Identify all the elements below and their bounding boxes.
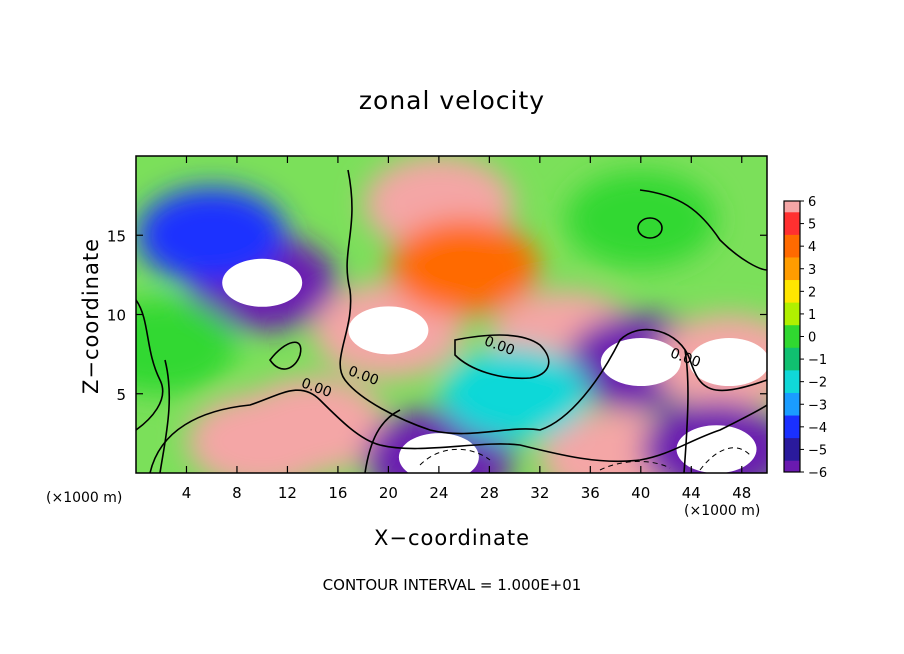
- contour-line: [639, 189, 767, 271]
- x-tick-label: 24: [429, 484, 448, 502]
- contour-line: [364, 409, 401, 473]
- colorbar-tick-label: 1: [808, 308, 816, 323]
- colorbar-band: [784, 325, 800, 337]
- field-blob: [565, 171, 716, 268]
- contour-line: [683, 349, 689, 473]
- colorbar-band: [784, 223, 800, 236]
- contour-line: [136, 299, 164, 431]
- field-blob: [136, 298, 237, 395]
- colorbar-band: [784, 381, 800, 394]
- x-tick-label: 4: [182, 484, 192, 502]
- colorbar-band: [784, 415, 800, 428]
- colorbar-band: [784, 370, 800, 383]
- colorbar-tick-label: 4: [808, 240, 816, 255]
- colorbar-band: [784, 449, 800, 462]
- contour-line: [637, 217, 663, 239]
- colorbar-band: [784, 212, 800, 225]
- colorbar-band: [784, 426, 800, 439]
- colorbar-tick-label: −5: [808, 443, 827, 458]
- saturated-region: [222, 258, 303, 307]
- colorbar-tick-label: 5: [808, 218, 816, 233]
- saturated-region: [689, 338, 767, 387]
- field-blob: [136, 187, 287, 284]
- colorbar-band: [784, 347, 800, 360]
- x-tick-label: 36: [581, 484, 600, 502]
- contour-line: [159, 359, 171, 473]
- x-tick-label: 28: [480, 484, 499, 502]
- saturated-region: [600, 338, 681, 387]
- contour-interval-note: CONTOUR INTERVAL = 1.000E+01: [322, 576, 582, 594]
- colorbar-band: [784, 234, 800, 247]
- colorbar-tick-label: −3: [808, 398, 827, 413]
- contour-line: [149, 389, 767, 473]
- colorbar-band: [784, 460, 800, 473]
- dashed-contour: [419, 448, 491, 466]
- colorbar-tick-label: −1: [808, 353, 827, 368]
- y-axis-label: Z−coordinate: [79, 238, 103, 394]
- y-tick-label: 5: [116, 386, 126, 404]
- colorbar-tick-label: 6: [808, 195, 816, 210]
- field-blob: [237, 377, 388, 473]
- colorbar-band: [784, 336, 800, 349]
- colorbar-band: [784, 257, 800, 270]
- x-axis-label: X−coordinate: [374, 526, 530, 550]
- x-unit-label-left: (×1000 m): [46, 490, 123, 506]
- dashed-contour: [599, 460, 671, 471]
- colorbar-band: [784, 302, 800, 315]
- saturated-region: [398, 433, 479, 473]
- colorbar-tick-label: 2: [808, 285, 816, 300]
- x-tick-label: 48: [732, 484, 751, 502]
- colorbar-tick-label: −6: [808, 466, 827, 481]
- colorbar-band: [784, 313, 800, 326]
- x-tick-label: 40: [631, 484, 650, 502]
- chart-title: zonal velocity: [358, 86, 546, 115]
- colorbar-band: [784, 404, 800, 417]
- saturated-region: [676, 425, 757, 473]
- x-tick-label: 12: [278, 484, 297, 502]
- colorbar-band: [784, 268, 800, 281]
- contour-line: [269, 341, 302, 370]
- contour-line: [339, 169, 767, 435]
- field-blob: [389, 218, 540, 315]
- colorbar-band: [784, 291, 800, 304]
- saturated-region: [348, 306, 429, 355]
- colorbar-tick-label: 0: [808, 331, 816, 346]
- contour-line: [454, 334, 550, 380]
- colorbar-band: [784, 246, 800, 258]
- y-tick-label: 10: [107, 307, 126, 325]
- heatmap-field: [136, 156, 767, 473]
- x-tick-label: 32: [530, 484, 549, 502]
- colorbar-band: [784, 201, 800, 213]
- colorbar-tick-label: −4: [808, 421, 827, 436]
- x-tick-label: 8: [232, 484, 242, 502]
- colorbar-band: [784, 392, 800, 405]
- x-unit-label-right: (×1000 m): [684, 503, 761, 519]
- x-tick-label: 44: [682, 484, 701, 502]
- colorbar-tick-label: −2: [808, 376, 827, 391]
- colorbar-band: [784, 280, 800, 292]
- colorbar-tick-label: 3: [808, 263, 816, 278]
- colorbar-band: [784, 438, 800, 450]
- y-tick-label: 15: [107, 227, 126, 245]
- x-tick-label: 20: [379, 484, 398, 502]
- x-tick-label: 16: [328, 484, 347, 502]
- dashed-contour: [699, 447, 751, 471]
- colorbar-band: [784, 359, 800, 371]
